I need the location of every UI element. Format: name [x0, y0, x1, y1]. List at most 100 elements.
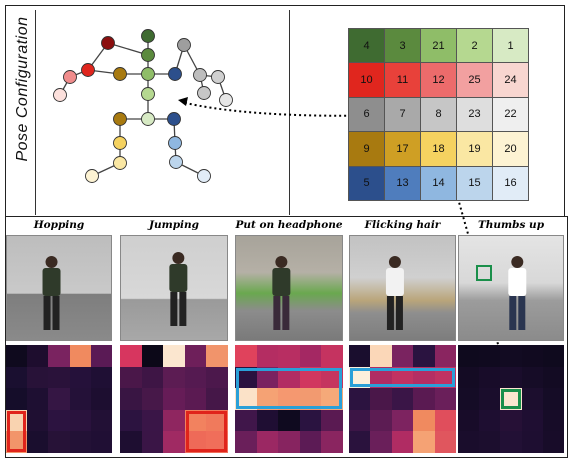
heatmap-cell [349, 431, 371, 453]
heatmap-cell [299, 345, 322, 368]
heatmap-cell [458, 431, 480, 453]
heatmap-cell [235, 388, 258, 411]
skeleton-joint [141, 112, 155, 126]
heatmap-cell [90, 409, 112, 432]
heatmap-cell [141, 388, 164, 411]
heatmap-cell [500, 431, 523, 453]
heatmap-cell [479, 409, 501, 432]
heatmap-cell [413, 366, 436, 389]
attention-heatmap [120, 345, 228, 453]
joint-index-grid: 4 3 21 2 1 10 11 12 25 24 6 7 8 23 22 9 17 18 19 20 5 13 14 15 1… [348, 28, 529, 201]
skeleton-joint [85, 169, 99, 183]
skeleton-joint [141, 67, 155, 81]
heatmap-cell [48, 366, 71, 389]
joint-index-cell: 6 [348, 96, 385, 133]
joint-index-cell: 21 [420, 28, 457, 64]
heatmap-cell [413, 388, 436, 411]
attention-heatmap [349, 345, 456, 453]
heatmap-cell [321, 409, 343, 432]
heatmap-cell [206, 366, 228, 389]
joint-index-cell: 1 [492, 28, 529, 64]
side-divider [35, 10, 36, 215]
skeleton-joint [113, 136, 127, 150]
heatmap-cell [479, 431, 501, 453]
heatmap-cell [391, 409, 414, 432]
heatmap-cell [256, 366, 279, 389]
heatmap-cell [299, 366, 322, 389]
heatmap-cell [370, 345, 393, 368]
heatmap-cell [163, 366, 186, 389]
action-video-frame [120, 235, 228, 341]
skeleton-joint [219, 93, 233, 107]
heatmap-cell [521, 345, 544, 368]
heatmap-cell [413, 345, 436, 368]
action-label: Hopping [33, 219, 85, 231]
heatmap-cell [48, 388, 71, 411]
attention-heatmap [6, 345, 112, 453]
skeleton-joint [63, 70, 77, 84]
heatmap-cell [184, 409, 207, 432]
skeleton-bone [107, 42, 149, 56]
heatmap-cell [458, 409, 480, 432]
skeleton-joints [53, 29, 233, 183]
heatmap-cell [184, 366, 207, 389]
joint-index-cell: 5 [348, 165, 385, 201]
skeleton-joint [167, 112, 181, 126]
person-figure [385, 256, 404, 330]
action-label: Jumping [148, 219, 200, 231]
heatmap-cell [391, 366, 414, 389]
heatmap-cell [69, 431, 92, 453]
heatmap-cell [434, 431, 456, 453]
action-label: Put on headphone [235, 219, 343, 231]
joint-index-cell: 10 [348, 62, 385, 98]
heatmap-cell [434, 388, 456, 411]
heatmap-cell [542, 409, 564, 432]
joint-index-cell: 2 [456, 28, 493, 64]
skeleton-joint [53, 88, 67, 102]
skeleton-joint [113, 156, 127, 170]
heatmap-highlight-box [501, 389, 521, 409]
heatmap-cell [6, 409, 28, 432]
heatmap-cell [278, 388, 301, 411]
heatmap-cell [370, 388, 393, 411]
heatmap-cell [6, 366, 28, 389]
heatmap-cell [542, 431, 564, 453]
heatmap-cell [391, 345, 414, 368]
heatmap-cell [141, 409, 164, 432]
skeleton-joint [101, 36, 115, 50]
heatmap-cell [370, 366, 393, 389]
heatmap-cell [163, 345, 186, 368]
heatmap-cell [120, 388, 143, 411]
heatmap-cell [235, 366, 258, 389]
heatmap-cell [321, 388, 343, 411]
person-figure [272, 256, 291, 330]
skeleton-joint [177, 38, 191, 52]
joint-index-cell: 14 [420, 165, 457, 201]
heatmap-cell [434, 366, 456, 389]
action-video-frame [458, 235, 564, 341]
actions-frame [5, 216, 568, 458]
heatmap-highlight-box [236, 367, 342, 409]
skeleton-joint [141, 87, 155, 101]
heatmap-cell [69, 388, 92, 411]
heatmap-cell [391, 388, 414, 411]
top-divider [289, 10, 290, 215]
heatmap-cell [206, 431, 228, 453]
skeleton-joint [211, 70, 225, 84]
heatmap-cell [235, 345, 258, 368]
joint-index-cell: 25 [456, 62, 493, 98]
heatmap-cell [184, 431, 207, 453]
heatmap-cell [521, 431, 544, 453]
heatmap-cell [90, 388, 112, 411]
heatmap-cell [458, 345, 480, 368]
joint-index-cell: 19 [456, 131, 493, 167]
action-video-frame [235, 235, 343, 341]
heatmap-cell [500, 409, 523, 432]
skeleton-joint [197, 169, 211, 183]
joint-index-cell: 12 [420, 62, 457, 98]
joint-index-cell: 4 [348, 28, 385, 64]
heatmap-cell [479, 366, 501, 389]
heatmap-cell [69, 345, 92, 368]
heatmap-cell [48, 409, 71, 432]
skeleton-joint [81, 63, 95, 77]
